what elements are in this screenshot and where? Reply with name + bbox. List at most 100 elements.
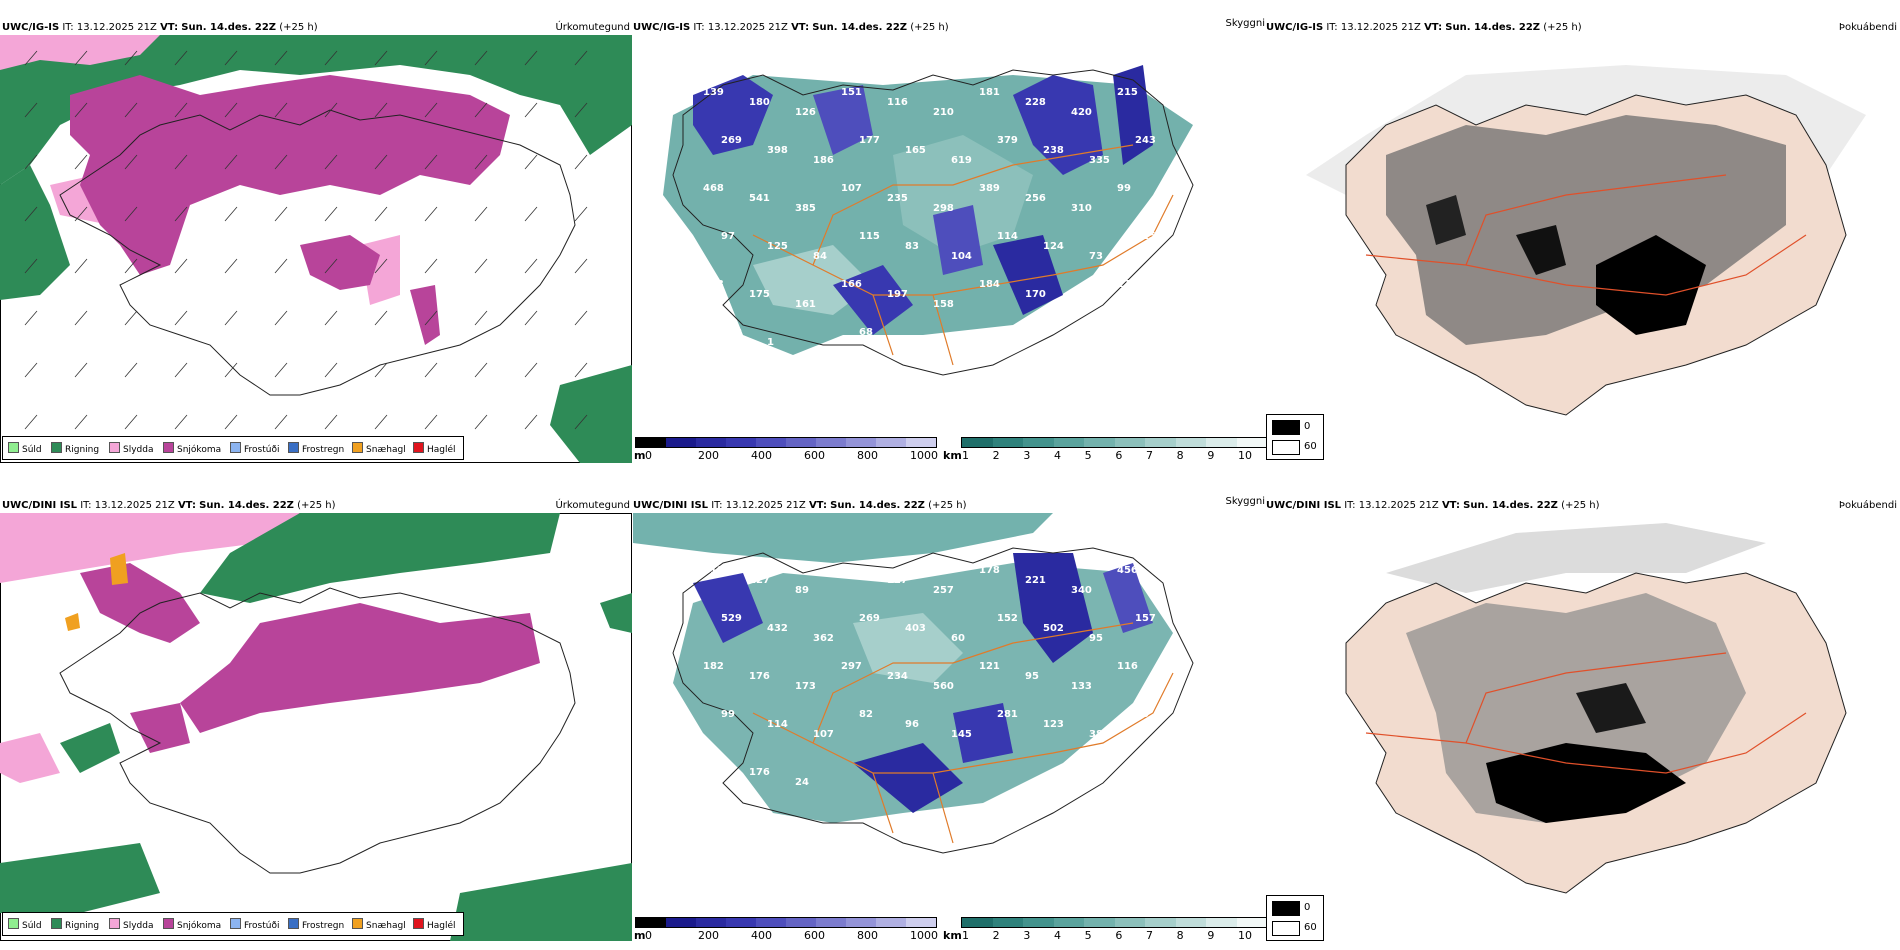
ceiling-value-label: 99 xyxy=(1117,183,1131,194)
valid-time: Sun. 14.des. 22Z xyxy=(1463,500,1558,511)
colorbar-segment xyxy=(816,438,846,447)
panel-header: UWC/IG-IS IT: 13.12.2025 21Z VT: Sun. 14… xyxy=(633,22,949,34)
ceiling-value-label: 269 xyxy=(721,135,742,146)
ceiling-value-label: 281 xyxy=(997,709,1018,720)
legend-item-frostregn: Frostregn xyxy=(288,918,344,931)
wind-barb xyxy=(474,258,488,274)
wind-barb xyxy=(24,206,38,222)
wind-barb xyxy=(174,206,188,222)
legend-item-haglél: Haglél xyxy=(413,442,456,455)
legend-item-frostúði: Frostúði xyxy=(230,918,280,931)
ceiling-visibility-map: 218 127 89 222 127 257 178 221 340 456 529 432 362 26… xyxy=(633,513,1265,913)
wind-barb xyxy=(574,102,588,118)
ceiling-value-label: 560 xyxy=(933,681,954,692)
wind-barb xyxy=(174,362,188,378)
model-name: UWC/DINI ISL xyxy=(633,500,709,511)
colorbar-segment xyxy=(992,438,1023,447)
issue-label: IT: xyxy=(693,22,705,33)
fog-legend: 0 60 xyxy=(1266,414,1324,460)
ceiling-value-label: 121 xyxy=(979,661,1000,672)
ceiling-value-label: 104 xyxy=(951,251,972,262)
colorbar-segment xyxy=(962,918,993,927)
legend-swatch xyxy=(109,442,120,453)
ceiling-value-label: 114 xyxy=(997,231,1018,242)
ceiling-value-label: 420 xyxy=(1071,107,1092,118)
row-1: UWC/IG-IS IT: 13.12.2025 21Z VT: Sun. 14… xyxy=(0,18,1900,463)
wind-barb xyxy=(24,50,38,66)
ceiling-value-label: 123 xyxy=(1043,719,1064,730)
colorbar-segment xyxy=(962,438,993,447)
model-name: UWC/IG-IS xyxy=(1266,22,1324,33)
wind-barb xyxy=(424,102,438,118)
visibility-unit: km xyxy=(943,449,962,462)
issue-time: 13.12.2025 21Z xyxy=(1340,22,1421,33)
panel-title-cloud: Þokuábendi xyxy=(1838,500,1897,511)
ceiling-value-label: 35 xyxy=(1135,709,1149,720)
colorbar-segment xyxy=(786,918,816,927)
ceiling-value-label: 177 xyxy=(859,135,880,146)
legend-label: Snæhagl xyxy=(366,921,406,931)
wind-barb xyxy=(74,50,88,66)
valid-label: VT: xyxy=(1424,22,1443,33)
wind-barb xyxy=(324,154,338,170)
wind-barb xyxy=(574,258,588,274)
legend-label: Snjókoma xyxy=(177,921,222,931)
colorbar-segment xyxy=(1023,438,1054,447)
ceiling-value-label: 335 xyxy=(1089,155,1110,166)
colorbar-segment xyxy=(1145,438,1176,447)
ceiling-value-label: 529 xyxy=(721,613,742,624)
model-name: UWC/DINI ISL xyxy=(2,500,78,511)
legend-label: Frostúði xyxy=(244,921,280,931)
ceiling-value-label: 151 xyxy=(841,87,862,98)
colorbar-segment xyxy=(756,918,786,927)
wind-barb xyxy=(274,258,288,274)
fog-swatch-60 xyxy=(1272,440,1300,455)
ceiling-value-label: 145 xyxy=(951,729,972,740)
wind-barb xyxy=(374,50,388,66)
colorbar-tick-label: 7 xyxy=(1146,929,1153,942)
wind-barb xyxy=(424,154,438,170)
colorbar-segment xyxy=(1114,918,1145,927)
wind-barb xyxy=(274,414,288,430)
wind-barb xyxy=(424,414,438,430)
ceiling-value-label: 398 xyxy=(767,145,788,156)
ceiling-value-label: 120 xyxy=(721,327,742,338)
valid-time: Sun. 14.des. 22Z xyxy=(812,22,908,33)
colorbar-segment xyxy=(1206,438,1237,447)
wind-barb xyxy=(224,414,238,430)
legend-swatch xyxy=(51,442,62,453)
legend-item-súld: Súld xyxy=(8,918,42,931)
ceiling-value-label: 123 xyxy=(703,279,724,290)
wind-barb xyxy=(324,50,338,66)
ceiling-value-label: 243 xyxy=(1135,135,1156,146)
legend-item-rigning: Rigning xyxy=(51,442,99,455)
issue-time: 13.12.2025 21Z xyxy=(1358,500,1439,511)
wind-barb xyxy=(474,414,488,430)
ceiling-value-label: 389 xyxy=(979,183,1000,194)
legend-label: Haglél xyxy=(427,921,456,931)
fog-label-0: 0 xyxy=(1304,421,1311,432)
legend-label: Slydda xyxy=(123,445,154,455)
ceiling-value-label: 541 xyxy=(749,193,770,204)
ceiling-value-label: 184 xyxy=(979,279,1000,290)
ceiling-value-label: 176 xyxy=(749,671,770,682)
ceiling-value-label: 340 xyxy=(1071,585,1092,596)
legend-item-súld: Súld xyxy=(8,442,42,455)
wind-barb xyxy=(374,102,388,118)
lead-time: (+25 h) xyxy=(279,22,318,33)
colorbar-tick-label: 0 xyxy=(645,929,652,942)
legend-item-frostregn: Frostregn xyxy=(288,442,344,455)
ceiling-value-label: 17 xyxy=(813,347,827,358)
colorbar-tick-label: 4 xyxy=(1054,929,1061,942)
ceiling-value-label: 38 xyxy=(1089,729,1103,740)
ceiling-value-label: 1 xyxy=(767,337,774,348)
legend-swatch xyxy=(230,442,241,453)
issue-time: 13.12.2025 21Z xyxy=(76,22,157,33)
wind-barb xyxy=(474,102,488,118)
wind-barb xyxy=(274,102,288,118)
legend-item-snæhagl: Snæhagl xyxy=(352,918,406,931)
ceiling-value-label: 298 xyxy=(933,203,954,214)
wind-barb xyxy=(424,310,438,326)
colorbar-tick-label: 600 xyxy=(804,449,825,462)
fog-indicator-map xyxy=(1266,35,1900,435)
